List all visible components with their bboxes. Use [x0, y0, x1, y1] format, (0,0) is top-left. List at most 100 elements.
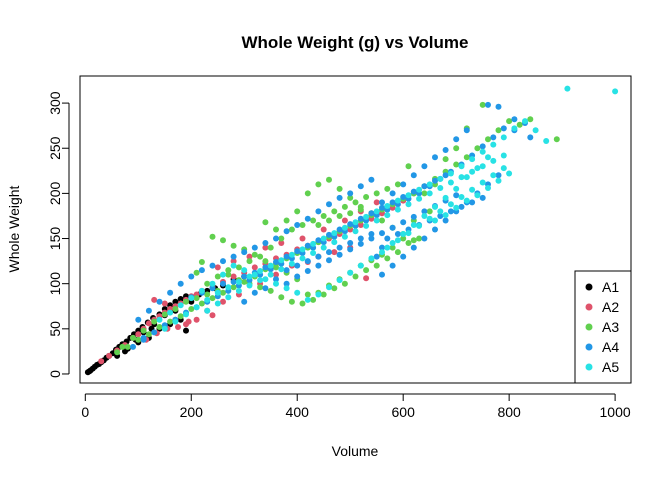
data-point — [490, 134, 497, 141]
data-point — [124, 343, 131, 350]
data-point — [209, 233, 216, 240]
data-point — [368, 255, 375, 262]
data-point — [122, 348, 128, 355]
data-point — [262, 285, 269, 292]
data-point — [426, 208, 433, 215]
data-point — [363, 194, 370, 200]
data-point — [235, 264, 242, 271]
legend-label: A1 — [602, 279, 619, 295]
data-point — [463, 154, 470, 161]
data-point — [299, 222, 306, 228]
data-point — [326, 176, 332, 183]
data-point — [379, 230, 385, 237]
data-point — [183, 327, 189, 334]
data-point — [315, 208, 322, 215]
data-point — [368, 176, 375, 183]
data-point — [506, 170, 513, 177]
x-tick-label: 800 — [497, 404, 521, 420]
data-point — [278, 257, 285, 264]
data-point — [490, 157, 497, 164]
data-point — [379, 204, 385, 211]
data-point — [320, 226, 327, 233]
data-point — [230, 253, 237, 260]
data-point — [315, 262, 322, 269]
data-point — [495, 177, 502, 184]
data-point — [193, 269, 200, 276]
data-point — [442, 212, 449, 219]
data-point — [267, 287, 274, 294]
y-tick-label: 250 — [47, 136, 63, 160]
data-point — [373, 262, 380, 269]
data-point — [326, 249, 332, 256]
data-point — [532, 127, 539, 134]
data-point — [172, 306, 179, 312]
data-point — [209, 312, 216, 319]
data-point — [405, 192, 412, 199]
data-point — [273, 276, 279, 283]
data-point — [106, 352, 113, 359]
data-point — [405, 230, 412, 237]
data-point — [341, 217, 348, 224]
data-point — [341, 203, 348, 210]
data-point — [198, 259, 205, 265]
data-point — [500, 152, 507, 159]
data-point — [278, 240, 285, 246]
data-points — [84, 85, 619, 376]
data-point — [246, 253, 253, 260]
data-point — [156, 316, 163, 323]
data-point — [453, 185, 460, 192]
data-point — [379, 244, 385, 251]
data-point — [331, 249, 338, 256]
data-point — [357, 235, 364, 242]
data-point — [474, 192, 481, 199]
data-point — [246, 282, 253, 289]
data-point — [315, 253, 322, 260]
data-point — [209, 280, 216, 287]
data-point — [522, 118, 528, 125]
legend: A1 A2 A3 A4 A5 — [574, 270, 632, 384]
data-point — [320, 235, 327, 242]
data-point — [310, 217, 317, 224]
data-point — [188, 295, 195, 302]
legend-label: A2 — [602, 299, 619, 315]
data-point — [352, 228, 359, 235]
data-point — [225, 267, 232, 274]
data-point — [188, 273, 195, 280]
data-point — [294, 208, 301, 215]
data-point — [442, 147, 449, 153]
data-point — [278, 294, 285, 301]
data-point — [267, 244, 274, 251]
data-point — [389, 240, 396, 246]
data-point — [198, 287, 205, 294]
data-point — [167, 289, 174, 296]
data-point — [130, 343, 136, 350]
data-point — [394, 181, 401, 188]
data-point — [177, 296, 184, 302]
data-point — [341, 233, 348, 240]
data-point — [235, 287, 242, 294]
data-point — [336, 244, 343, 251]
data-point — [220, 280, 226, 287]
data-point — [230, 242, 237, 249]
data-point — [405, 201, 412, 208]
data-point — [495, 172, 502, 179]
data-point — [463, 197, 470, 204]
legend-marker — [585, 343, 593, 351]
data-point — [400, 194, 407, 200]
data-point — [347, 269, 354, 276]
data-point — [458, 174, 465, 181]
data-point — [479, 179, 486, 186]
data-point — [379, 249, 385, 256]
data-point — [463, 127, 470, 134]
data-point — [114, 349, 121, 356]
data-point — [273, 235, 279, 242]
data-point — [437, 208, 444, 215]
data-point — [177, 280, 184, 287]
plot-frame — [79, 75, 632, 384]
data-point — [564, 85, 571, 92]
data-point — [389, 262, 396, 269]
data-point — [288, 226, 295, 233]
data-point — [320, 213, 327, 219]
data-point — [347, 246, 354, 253]
data-point — [416, 235, 423, 242]
